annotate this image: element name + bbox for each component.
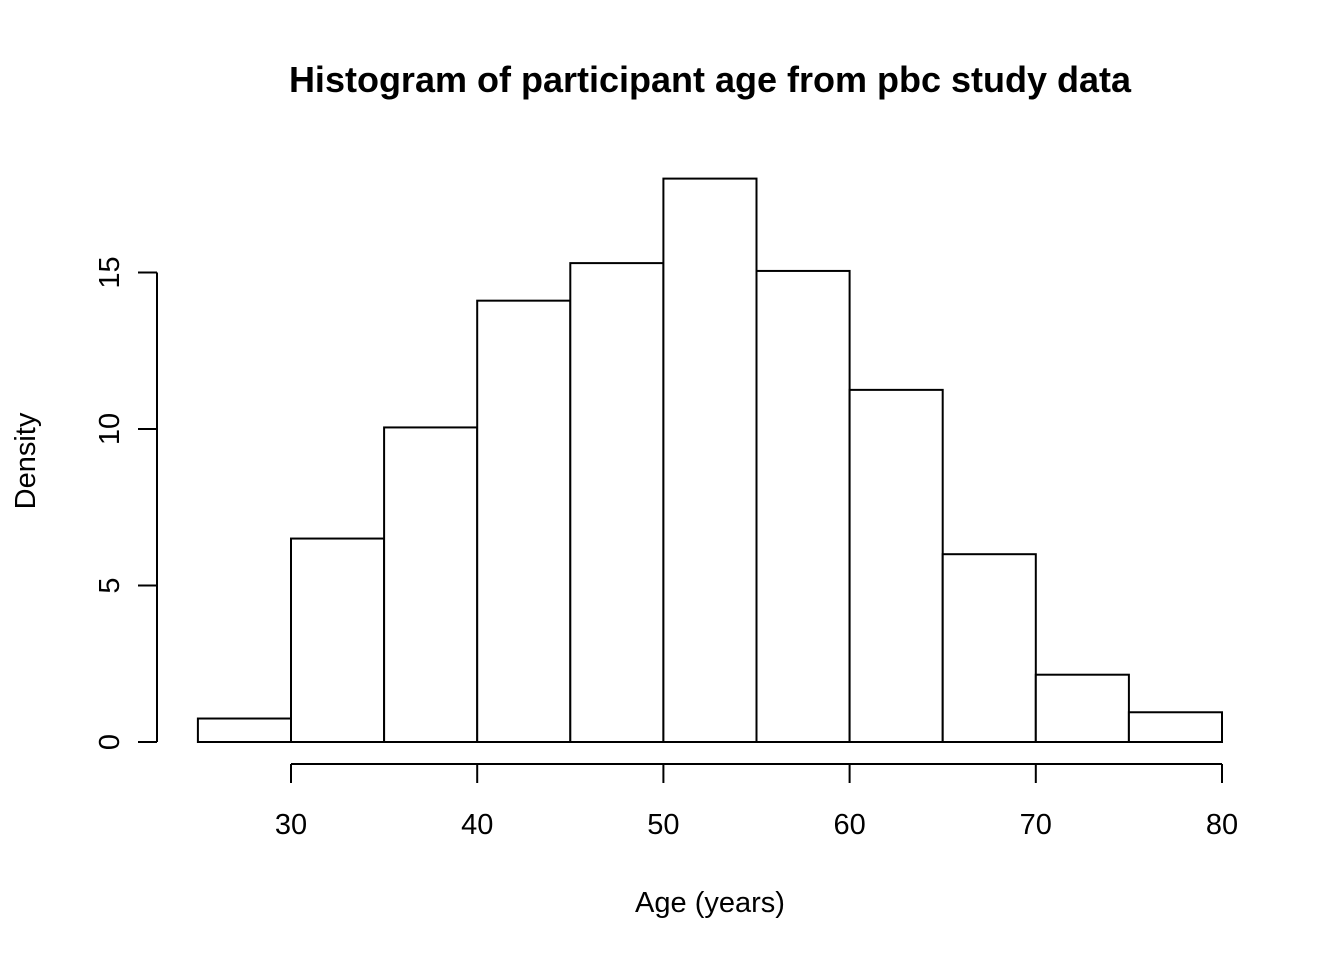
x-tick-label: 80 [1206,809,1238,841]
histogram-bar [290,537,386,743]
histogram-bar [1127,711,1224,744]
y-tick-label: 0 [94,734,126,750]
histogram-bar [755,269,851,743]
y-ticks-group: 0 5 10 15 [94,256,157,750]
histogram-bar [941,553,1037,744]
x-ticks-group: 30 40 50 60 70 80 [275,764,1238,841]
bars-group [196,177,1224,744]
y-tick-label: 5 [94,577,126,593]
x-tick-label: 40 [461,809,493,841]
histogram-bar [196,717,292,744]
histogram-bar [662,177,758,744]
x-tick-label: 50 [647,809,679,841]
x-tick-label: 30 [275,809,307,841]
x-tick-label: 60 [833,809,865,841]
histogram-bar [476,299,572,743]
histogram-bar [569,262,665,743]
y-axis-label: Density [10,412,42,509]
histogram-bar [1034,673,1130,744]
y-tick-label: 10 [94,413,126,445]
histogram-bar [848,388,944,743]
y-tick-label: 15 [94,256,126,288]
chart-title: Histogram of participant age from pbc st… [289,59,1132,100]
x-tick-label: 70 [1020,809,1052,841]
histogram-bar [383,426,479,743]
x-axis-label: Age (years) [635,887,785,919]
